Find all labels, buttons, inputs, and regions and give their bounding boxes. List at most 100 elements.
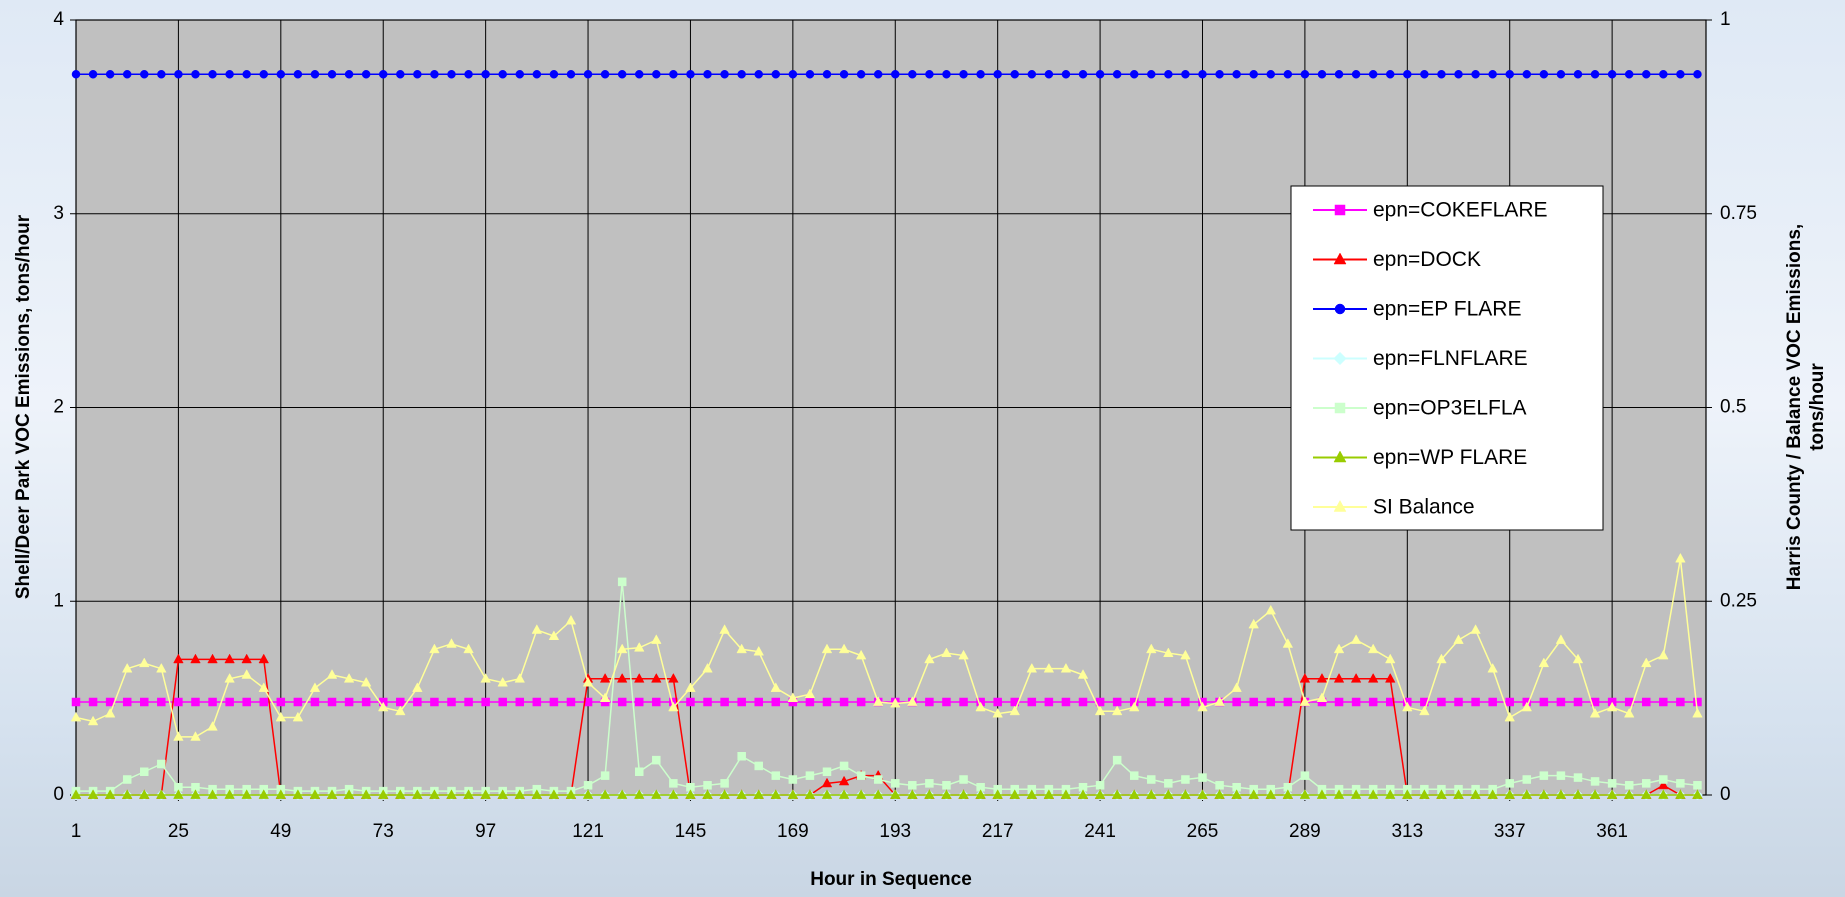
data-point: [975, 789, 986, 799]
data-point: [1642, 697, 1651, 707]
data-point: [634, 767, 644, 776]
data-point: [634, 673, 645, 683]
data-point: [1367, 643, 1379, 654]
x-tick-label: 121: [572, 821, 604, 842]
data-point: [1505, 697, 1514, 707]
data-point: [548, 630, 560, 640]
data-point: [1606, 789, 1618, 799]
data-point: [754, 70, 763, 79]
data-point: [1180, 789, 1191, 799]
data-point: [343, 789, 355, 799]
data-point: [1556, 697, 1566, 707]
x-tick-label: 337: [1494, 821, 1526, 842]
x-tick-label: 313: [1391, 821, 1423, 842]
data-point: [463, 789, 474, 799]
data-point: [685, 789, 696, 799]
data-point: [1454, 70, 1463, 79]
data-point: [480, 673, 491, 683]
legend-marker: [1333, 499, 1347, 512]
data-point: [925, 779, 934, 788]
data-point: [344, 70, 354, 79]
data-point: [838, 643, 850, 654]
data-point: [1299, 673, 1311, 683]
legend-label: epn=COKEFLARE: [1373, 199, 1548, 222]
data-point: [1061, 697, 1071, 707]
data-point: [856, 771, 866, 780]
x-tick-label: 97: [475, 821, 496, 842]
data-point: [1111, 789, 1123, 799]
data-point: [1403, 70, 1412, 79]
data-point: [412, 789, 423, 799]
data-point: [839, 761, 849, 771]
data-point: [156, 662, 167, 673]
data-point: [959, 697, 968, 707]
data-point: [1675, 552, 1686, 563]
data-point: [1214, 696, 1225, 706]
data-point: [430, 70, 439, 79]
data-point: [821, 643, 833, 654]
data-point: [1077, 789, 1089, 799]
data-point: [1316, 692, 1328, 702]
data-point: [1060, 789, 1072, 799]
data-point: [88, 70, 98, 79]
data-point: [225, 70, 234, 79]
data-point: [941, 789, 952, 799]
data-point: [1658, 649, 1669, 660]
data-point: [736, 789, 747, 799]
data-point: [1232, 70, 1241, 79]
data-point: [1402, 789, 1413, 799]
data-point: [1590, 70, 1600, 79]
data-point: [309, 682, 321, 692]
data-point: [1539, 697, 1549, 707]
data-point: [309, 789, 321, 799]
data-point: [617, 70, 627, 79]
data-point: [907, 696, 918, 706]
y2-axis-title: tons/hour: [1807, 363, 1828, 451]
data-point: [361, 70, 371, 79]
data-point: [1009, 705, 1020, 716]
data-point: [310, 70, 320, 79]
data-point: [498, 70, 507, 79]
y2-tick-label: 0: [1720, 784, 1731, 805]
data-point: [104, 707, 116, 718]
x-tick-label: 145: [675, 821, 707, 842]
data-point: [686, 70, 695, 79]
data-point: [1693, 697, 1702, 707]
data-point: [719, 789, 730, 799]
data-point: [1163, 789, 1174, 799]
data-point: [788, 775, 798, 784]
data-point: [1282, 789, 1294, 799]
data-point: [463, 643, 474, 654]
x-tick-label: 289: [1289, 821, 1321, 842]
data-point: [1265, 604, 1276, 615]
data-point: [1232, 697, 1241, 707]
data-point: [1642, 70, 1651, 79]
data-point: [70, 789, 82, 799]
data-point: [1128, 701, 1140, 712]
data-point: [395, 789, 406, 799]
data-point: [1641, 657, 1652, 668]
data-point: [1555, 789, 1567, 799]
data-point: [992, 707, 1003, 718]
data-point: [1487, 789, 1498, 799]
data-point: [1316, 673, 1328, 683]
data-point: [1316, 789, 1328, 799]
data-point: [873, 775, 883, 784]
data-point: [651, 673, 662, 683]
data-point: [1419, 789, 1430, 799]
data-point: [464, 697, 473, 707]
data-point: [925, 70, 934, 79]
data-point: [1129, 70, 1139, 79]
data-point: [174, 70, 183, 79]
data-point: [1283, 70, 1293, 79]
data-point: [737, 70, 746, 79]
data-point: [259, 697, 268, 707]
data-point: [599, 673, 611, 683]
legend-marker: [1334, 402, 1346, 414]
series: [70, 552, 1703, 741]
data-point: [1333, 673, 1345, 683]
x-tick-label: 361: [1596, 821, 1628, 842]
data-point: [395, 705, 406, 716]
data-point: [582, 789, 594, 799]
